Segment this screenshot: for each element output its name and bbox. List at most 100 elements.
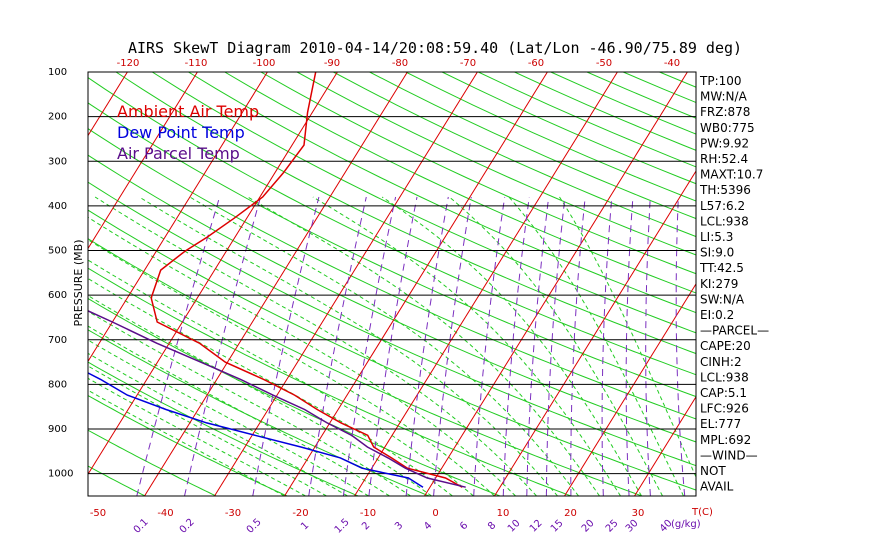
dry-adiabat bbox=[514, 72, 696, 151]
mixing-ratio-line bbox=[675, 196, 686, 496]
index-label: —PARCEL— bbox=[700, 324, 769, 338]
index-label: TH:5396 bbox=[699, 183, 751, 197]
index-label: CAPE:20 bbox=[700, 339, 751, 353]
chart-title: AIRS SkewT Diagram 2010-04-14/20:08:59.4… bbox=[128, 39, 742, 57]
dew-point-emphasis bbox=[26, 270, 29, 322]
profile-ambient-air-temp bbox=[150, 72, 463, 488]
mixing-ratio-line bbox=[136, 196, 221, 496]
index-label: CAP:5.1 bbox=[700, 386, 747, 400]
profile-dew-point-temp bbox=[88, 372, 424, 488]
top-temp-axis: -120 -110 -100 -90 -80 -70 -60 -50 -40 bbox=[117, 58, 681, 69]
dry-adiabat bbox=[260, 72, 696, 275]
dry-adiabat bbox=[88, 238, 643, 496]
dry-adiabat bbox=[804, 72, 870, 496]
dry-adiabat bbox=[296, 72, 696, 256]
pressure-tick-label: 800 bbox=[48, 379, 67, 390]
dry-adiabat bbox=[88, 361, 359, 496]
dry-adiabat bbox=[88, 297, 501, 496]
mixing-ratio-line bbox=[570, 196, 586, 496]
mixing-ratio-line bbox=[473, 196, 506, 496]
legend-air-parcel-temp: Air Parcel Temp bbox=[117, 144, 240, 163]
isotherm bbox=[775, 72, 870, 496]
moist-adiabat bbox=[88, 339, 369, 496]
moist-adiabat bbox=[88, 310, 411, 496]
mixing-ratio-line bbox=[502, 196, 530, 496]
top-temp-tick-label: -110 bbox=[185, 58, 208, 69]
pressure-tick-label: 700 bbox=[48, 335, 67, 346]
mixing-ratio-tick-label: 10 bbox=[506, 518, 523, 535]
index-label: AVAIL bbox=[700, 480, 734, 494]
index-label: SI:9.0 bbox=[700, 246, 734, 260]
dry-adiabat bbox=[88, 394, 288, 496]
pressure-tick-label: 500 bbox=[48, 246, 67, 257]
index-label: EI:0.2 bbox=[700, 308, 734, 322]
index-label: L57:6.2 bbox=[700, 199, 745, 213]
top-temp-tick-label: -80 bbox=[392, 58, 408, 69]
mixing-ratio-tick-label: 0.2 bbox=[178, 517, 197, 536]
dry-adiabat bbox=[115, 72, 696, 355]
mixing-ratio-tick-label: 4 bbox=[422, 520, 434, 532]
bottom-temp-tick-label: -10 bbox=[360, 508, 376, 519]
pressure-tick-label: 600 bbox=[48, 290, 67, 301]
mixing-ratio-line bbox=[545, 196, 566, 496]
dry-adiabat bbox=[88, 465, 146, 496]
dry-adiabat bbox=[768, 72, 870, 496]
mixing-ratio-tick-label: 6 bbox=[458, 520, 470, 532]
mixing-ratio-unit-label: (g/kg) bbox=[671, 519, 701, 530]
isotherm bbox=[214, 72, 478, 496]
pressure-tick-label: 900 bbox=[48, 424, 67, 435]
index-label: MPL:692 bbox=[700, 433, 751, 447]
top-temp-tick-label: -120 bbox=[117, 58, 140, 69]
dry-adiabat bbox=[659, 72, 696, 88]
dry-adiabat bbox=[88, 154, 696, 443]
moist-adiabat bbox=[88, 377, 306, 496]
pressure-tick-label: 300 bbox=[48, 156, 67, 167]
y-axis-label: PRESSURE (MB) bbox=[72, 240, 85, 327]
moist-adiabat bbox=[88, 389, 285, 496]
index-label: KI:279 bbox=[700, 277, 738, 291]
mixing-ratio-line bbox=[625, 196, 634, 496]
isotherm bbox=[88, 72, 338, 476]
index-label: FRZ:878 bbox=[700, 105, 750, 119]
mixing-ratio-tick-label: 0.1 bbox=[132, 517, 151, 536]
index-label: LFC:926 bbox=[700, 402, 749, 416]
dry-adiabat bbox=[405, 72, 696, 202]
dry-adiabat bbox=[88, 429, 217, 496]
pressure-tick-label: 100 bbox=[48, 67, 67, 78]
isotherm bbox=[424, 72, 688, 496]
pressure-tick-label: 1000 bbox=[48, 469, 73, 480]
top-temp-tick-label: -100 bbox=[253, 58, 276, 69]
pressure-axis: 100 200 300 400 500 600 700 800 900 1000 bbox=[48, 67, 73, 480]
moist-adiabat bbox=[138, 196, 558, 496]
top-temp-tick-label: -60 bbox=[528, 58, 544, 69]
index-label: MAXT:10.7 bbox=[700, 168, 763, 182]
profiles bbox=[26, 72, 466, 488]
dry-adiabat bbox=[88, 128, 696, 420]
index-label: TP:100 bbox=[699, 74, 742, 88]
legend-dew-point-temp: Dew Point Temp bbox=[117, 123, 245, 142]
index-label: LCL:938 bbox=[700, 370, 749, 384]
mixing-ratio-tick-label: 0.5 bbox=[245, 517, 264, 536]
mixing-ratio-tick-label: 30 bbox=[624, 518, 641, 535]
isotherm bbox=[354, 72, 618, 496]
isotherm bbox=[284, 72, 548, 496]
moist-adiabat bbox=[247, 196, 600, 496]
mixing-ratio-line bbox=[601, 196, 613, 496]
profile-air-parcel-temp bbox=[88, 310, 466, 488]
bottom-temp-tick-label: -20 bbox=[292, 508, 308, 519]
temp-unit-label: T(C) bbox=[691, 507, 713, 518]
dry-adiabat bbox=[732, 72, 870, 496]
index-label: WB0:775 bbox=[700, 121, 755, 135]
top-temp-tick-label: -70 bbox=[460, 58, 476, 69]
dry-adiabat bbox=[0, 72, 3, 496]
moist-adiabat bbox=[88, 259, 474, 496]
moist-adiabat bbox=[508, 196, 684, 496]
moist-adiabat bbox=[559, 196, 696, 479]
mixing-ratio-line bbox=[252, 196, 320, 496]
isobars bbox=[88, 71, 696, 475]
moist-adiabats bbox=[88, 196, 696, 496]
bottom-temp-tick-label: -50 bbox=[90, 508, 106, 519]
plot-frame bbox=[87, 71, 697, 497]
mixing-ratio-tick-label: 12 bbox=[528, 518, 545, 535]
